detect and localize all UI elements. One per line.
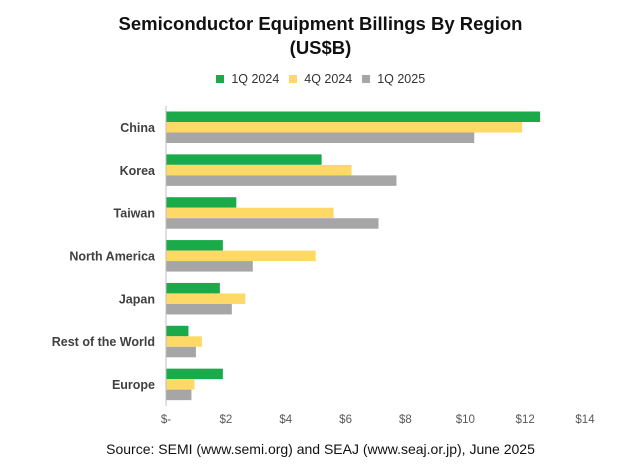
bar-china-1q-2024 (166, 111, 541, 122)
category-label-china: China (120, 121, 156, 135)
x-tick-label-8: $8 (399, 414, 412, 426)
bar-korea-1q-2025 (166, 175, 397, 186)
x-tick-label-6: $6 (339, 414, 352, 426)
category-label-taiwan: Taiwan (114, 207, 155, 221)
legend-item-1q-2024: 1Q 2024 (215, 72, 280, 86)
legend-item-4q-2024: 4Q 2024 (288, 72, 353, 86)
bar-north-america-1q-2025 (166, 261, 253, 272)
x-tick-label-4: $4 (279, 414, 292, 426)
bar-taiwan-1q-2024 (166, 197, 237, 208)
legend-label-4q-2024: 4Q 2024 (304, 72, 353, 86)
bar-japan-4q-2024 (166, 293, 246, 304)
source-note: Source: SEMI (www.semi.org) and SEAJ (ww… (106, 441, 535, 457)
bar-north-america-4q-2024 (166, 250, 316, 262)
bar-china-4q-2024 (166, 122, 523, 133)
x-tick-label-14: $14 (575, 414, 595, 426)
legend-swatch-1q-2025 (361, 75, 370, 83)
bar-rest-of-the-world-4q-2024 (166, 336, 202, 347)
category-label-europe: Europe (112, 378, 155, 392)
legend-swatch-1q-2024 (215, 75, 224, 83)
legend-label-1q-2024: 1Q 2024 (231, 72, 280, 86)
category-label-japan: Japan (119, 292, 155, 306)
bar-japan-1q-2025 (166, 303, 232, 315)
bar-china-1q-2025 (166, 132, 475, 143)
category-label-korea: Korea (120, 164, 156, 178)
legend-item-1q-2025: 1Q 2025 (361, 72, 426, 86)
bar-europe-1q-2025 (166, 389, 192, 401)
bar-korea-4q-2024 (166, 164, 352, 176)
x-tick-label-: $- (161, 414, 171, 426)
category-label-north-america: North America (69, 250, 156, 264)
bar-rest-of-the-world-1q-2025 (166, 346, 196, 358)
legend-swatch-4q-2024 (288, 75, 297, 83)
category-label-rest-of-the-world: Rest of the World (52, 335, 155, 349)
bar-korea-1q-2024 (166, 154, 322, 165)
legend: 1Q 2024 4Q 2024 1Q 2025 (0, 72, 641, 86)
bar-north-america-1q-2024 (166, 240, 223, 251)
x-tick-label-12: $12 (516, 414, 535, 426)
bar-taiwan-4q-2024 (166, 207, 334, 219)
legend-label-1q-2025: 1Q 2025 (377, 72, 426, 86)
chart-title: Semiconductor Equipment Billings By Regi… (0, 12, 641, 60)
bar-japan-1q-2024 (166, 282, 220, 294)
bar-rest-of-the-world-1q-2024 (166, 325, 189, 337)
x-tick-label-2: $2 (219, 414, 232, 426)
x-tick-label-10: $10 (456, 414, 475, 426)
bar-europe-4q-2024 (166, 379, 195, 390)
chart-title-line-1: Semiconductor Equipment Billings By Regi… (118, 13, 523, 34)
bar-taiwan-1q-2025 (166, 218, 379, 229)
bar-europe-1q-2024 (166, 368, 223, 380)
chart-title-line-2: (US$B) (289, 37, 352, 58)
